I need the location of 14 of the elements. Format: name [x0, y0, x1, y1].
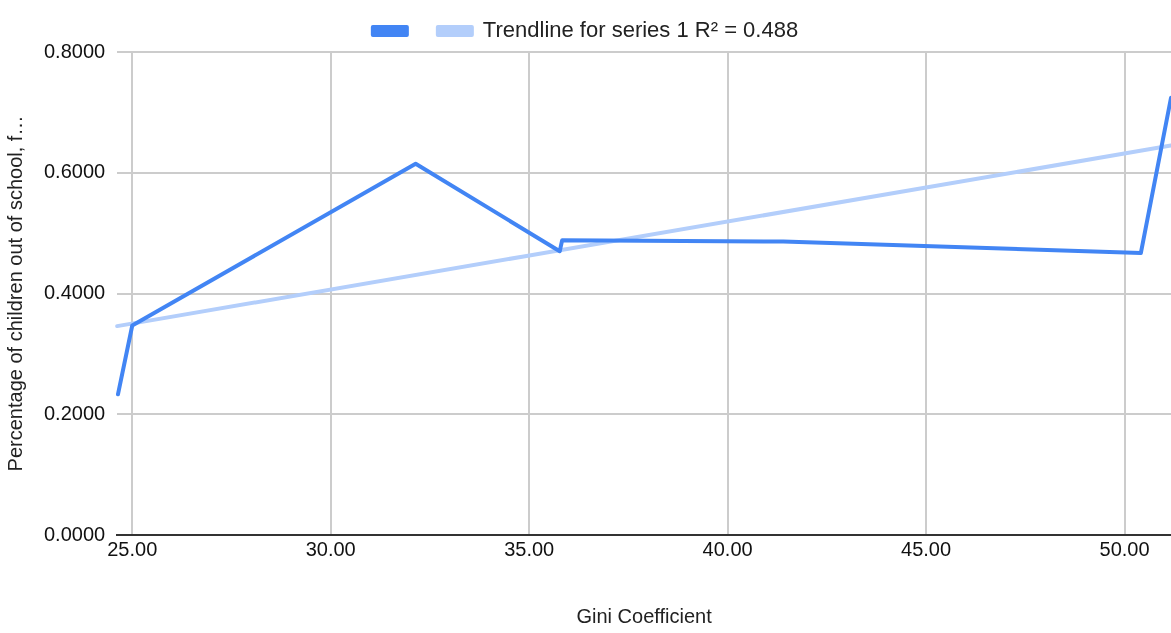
- x-tick-label: 35.00: [504, 537, 555, 560]
- x-tick-label: 25.00: [107, 537, 158, 560]
- y-axis-title: Percentage of children out of school, f…: [3, 115, 26, 472]
- x-tick-label: 45.00: [901, 537, 952, 560]
- y-tick-label: 0.8000: [44, 39, 106, 62]
- legend-label: Trendline for series 1 R² = 0.488: [482, 17, 799, 43]
- y-tick-label: 0.2000: [44, 401, 106, 424]
- x-tick-label: 40.00: [702, 537, 753, 560]
- y-tick-label: 0.6000: [44, 160, 106, 183]
- x-axis-title: Gini Coefficient: [576, 604, 713, 627]
- y-tick-label: 0.4000: [44, 281, 106, 304]
- x-tick-label: 30.00: [305, 537, 356, 560]
- y-tick-label: 0.0000: [44, 522, 106, 545]
- x-tick-label: 50.00: [1099, 537, 1150, 560]
